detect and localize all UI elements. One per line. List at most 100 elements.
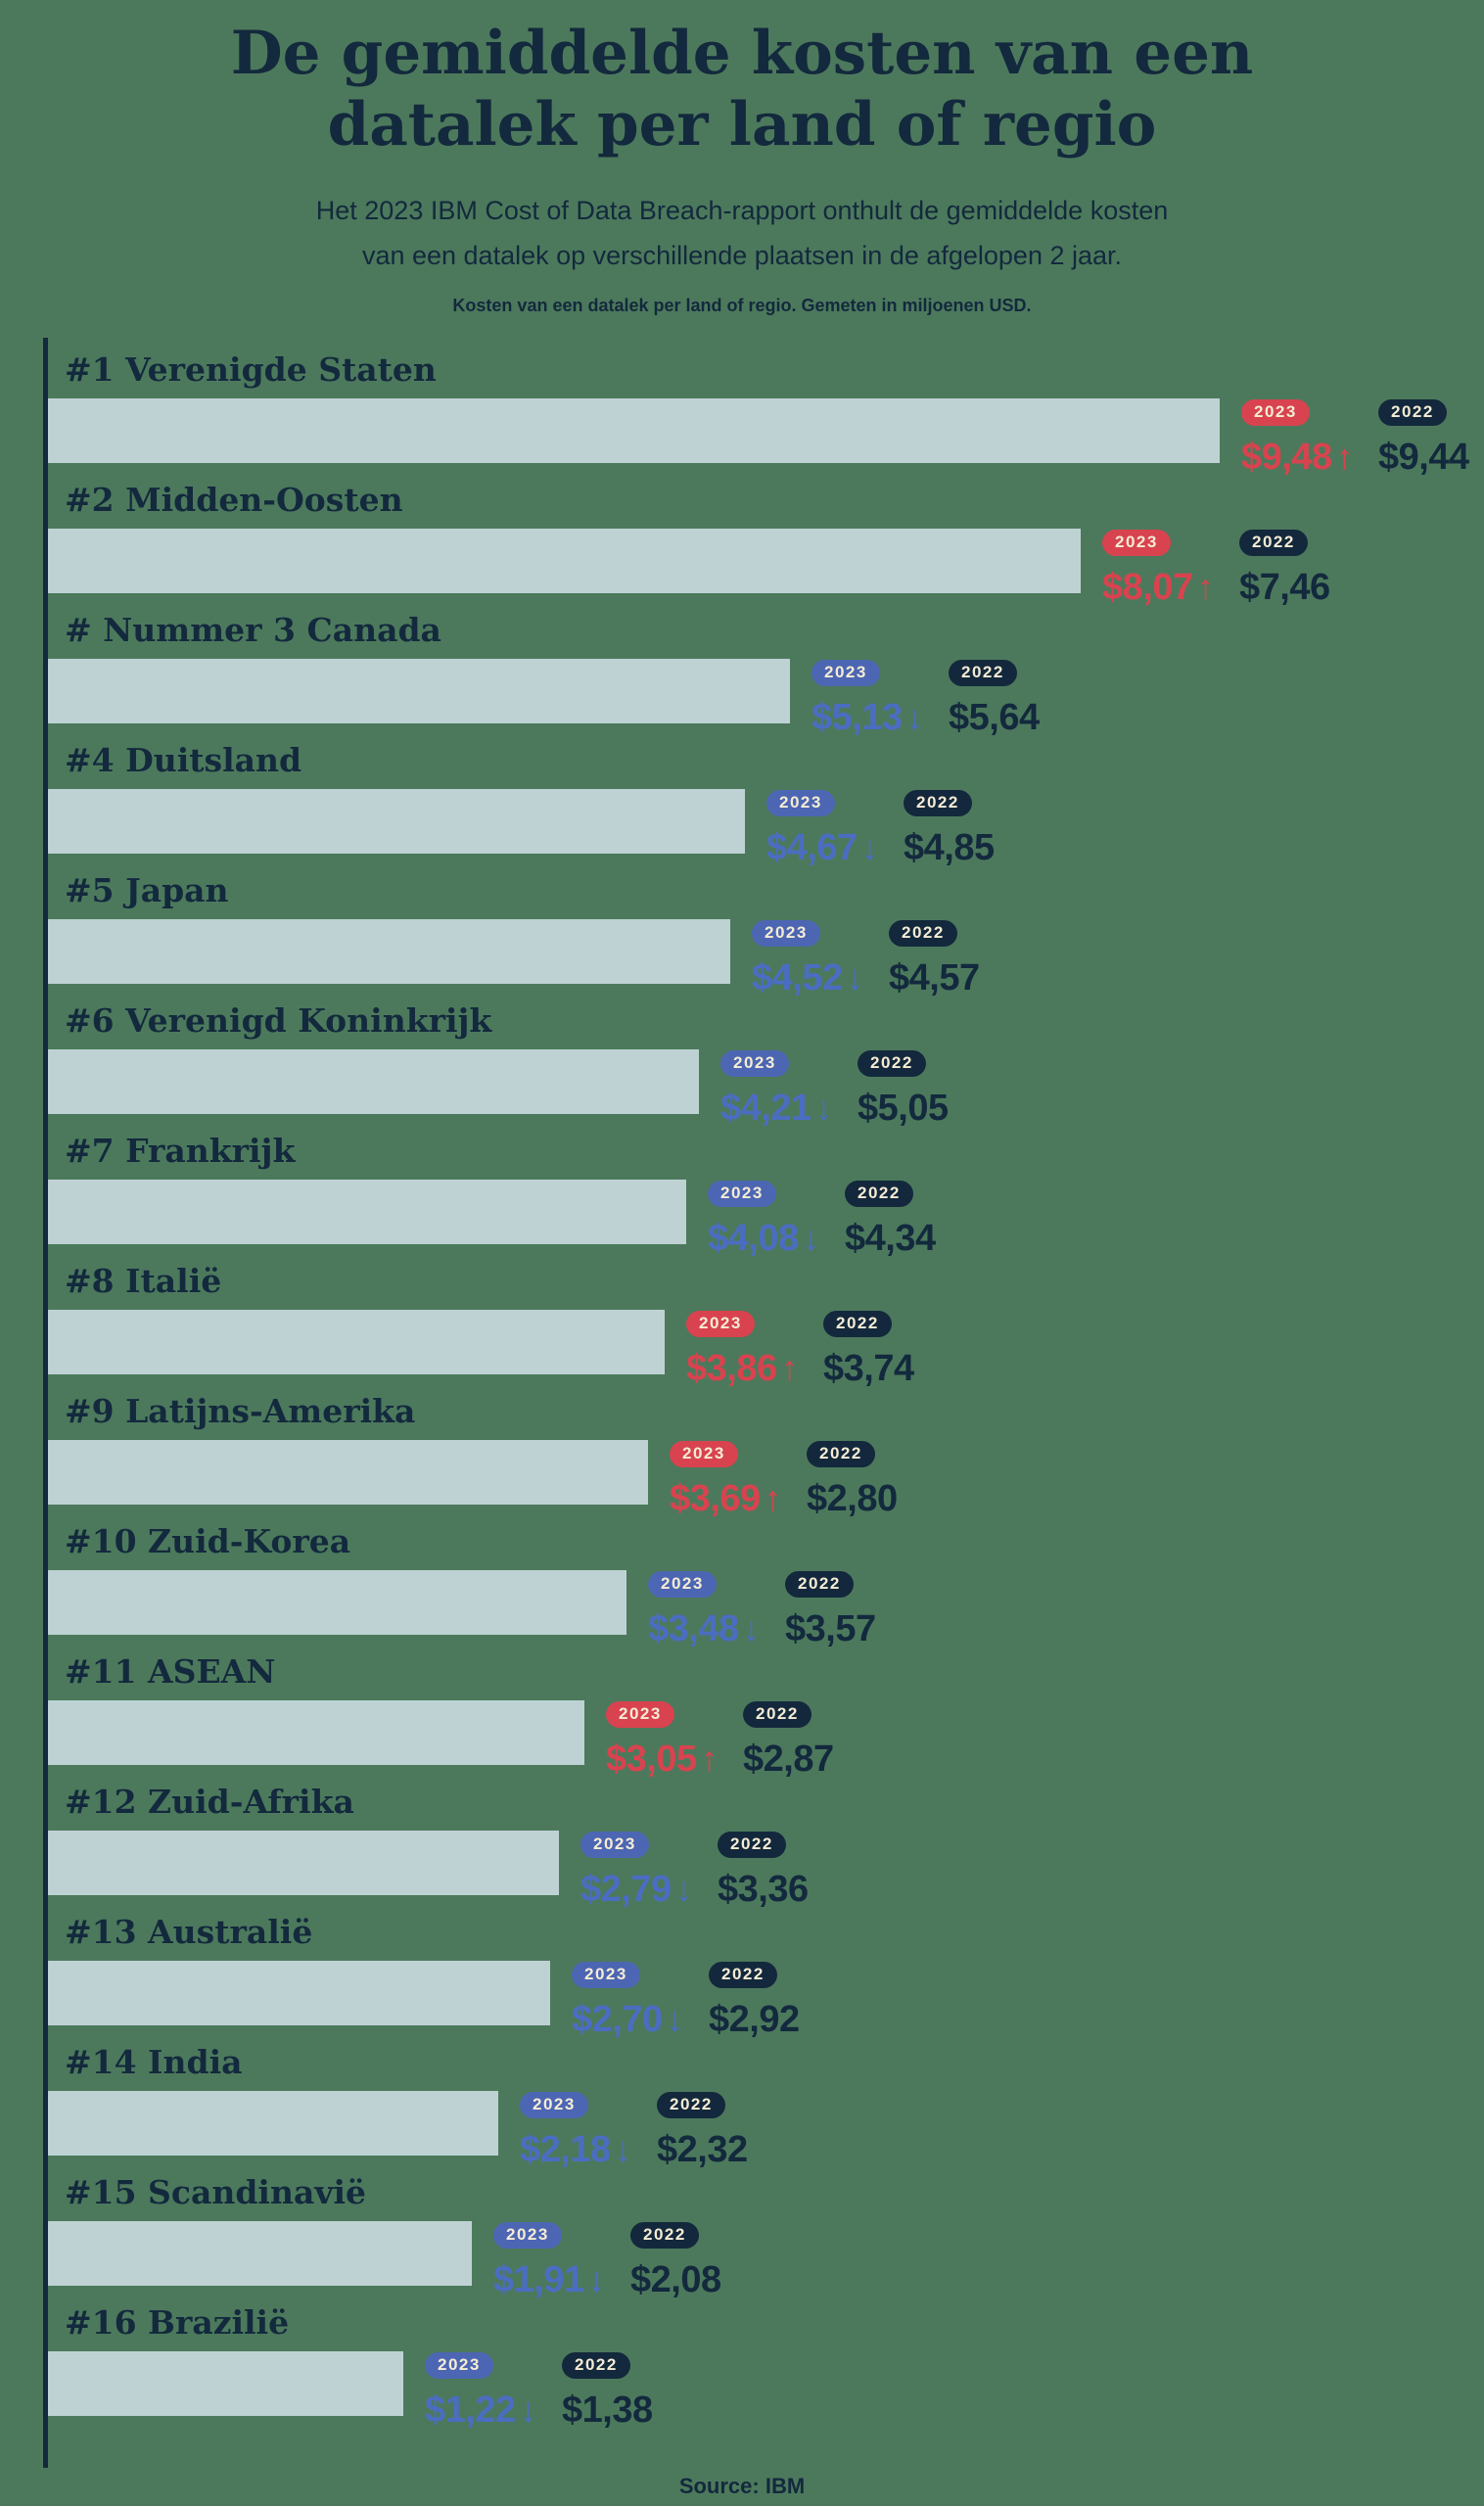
- chart-row: #13 Australië 2023 $2,70 ↓ 2022 $2,92: [48, 1900, 1484, 2040]
- year-badge-2022: 2022: [845, 1181, 913, 1207]
- chart-row: #7 Frankrijk 2023 $4,08 ↓ 2022 $4,34: [48, 1119, 1484, 1259]
- value-2022: $4,34: [845, 1218, 936, 1259]
- annotation-2023: 2023 $4,52 ↓: [752, 920, 889, 999]
- annotation-2023: 2023 $3,48 ↓: [648, 1571, 785, 1650]
- bar-annotations: 2023 $8,07 ↑ 2022 $7,46: [1102, 529, 1330, 609]
- bar-annotations: 2023 $3,69 ↑ 2022 $2,80: [670, 1440, 898, 1520]
- bar-line: 2023 $2,79 ↓ 2022 $3,36: [48, 1831, 1484, 1911]
- year-badge-2022: 2022: [562, 2352, 630, 2379]
- cost-bar-2023: [48, 1961, 550, 2025]
- year-badge-2022: 2022: [949, 660, 1017, 686]
- chart-row: # Nummer 3 Canada 2023 $5,13 ↓ 2022 $5,64: [48, 598, 1484, 738]
- annotation-2023: 2023 $4,08 ↓: [708, 1181, 845, 1260]
- bar-chart: #1 Verenigde Staten 2023 $9,48 ↑ 2022 $9,…: [43, 338, 1484, 2468]
- arrow-down-icon: ↓: [846, 957, 864, 998]
- year-badge-2022: 2022: [858, 1050, 926, 1077]
- value-2022: $2,87: [743, 1739, 834, 1780]
- bar-annotations: 2023 $4,08 ↓ 2022 $4,34: [708, 1180, 936, 1260]
- subtitle: Het 2023 IBM Cost of Data Breach-rapport…: [0, 188, 1484, 278]
- annotation-2022: 2022 $2,87: [743, 1701, 834, 1781]
- value-2022: $5,64: [949, 697, 1040, 738]
- arrow-up-icon: ↑: [764, 1478, 782, 1518]
- value-2023-number: $4,67: [766, 827, 858, 868]
- bar-annotations: 2023 $2,70 ↓ 2022 $2,92: [572, 1961, 800, 2041]
- country-label: #5 Japan: [65, 871, 229, 909]
- arrow-down-icon: ↓: [860, 827, 879, 867]
- annotation-2023: 2023 $8,07 ↑: [1102, 530, 1239, 609]
- country-label: #7 Frankrijk: [65, 1132, 296, 1170]
- value-2023: $5,13 ↓: [812, 697, 924, 739]
- value-2023-number: $3,69: [670, 1478, 761, 1519]
- bar-line: 2023 $1,91 ↓ 2022 $2,08: [48, 2221, 1484, 2301]
- value-2022: $3,57: [785, 1608, 876, 1649]
- chart-row: #9 Latijns-Amerika 2023 $3,69 ↑ 2022 $2,8…: [48, 1379, 1484, 1519]
- year-badge-2022: 2022: [823, 1311, 892, 1337]
- year-badge-2022: 2022: [785, 1571, 854, 1598]
- cost-bar-2023: [48, 2221, 472, 2286]
- bar-line: 2023 $2,70 ↓ 2022 $2,92: [48, 1961, 1484, 2041]
- source-note: Source: IBM: [678, 2474, 806, 2498]
- value-2023-number: $4,21: [720, 1088, 812, 1129]
- year-badge-2023: 2023: [606, 1701, 674, 1728]
- year-badge-2023: 2023: [720, 1050, 789, 1077]
- value-2023: $3,05 ↑: [606, 1739, 719, 1781]
- value-2023-number: $8,07: [1102, 567, 1193, 608]
- arrow-up-icon: ↑: [1196, 567, 1215, 607]
- bar-line: 2023 $3,86 ↑ 2022 $3,74: [48, 1310, 1484, 1390]
- annotation-2022: 2022 $4,85: [904, 790, 995, 869]
- annotation-2022: 2022 $9,44: [1378, 399, 1469, 479]
- value-2022: $1,38: [562, 2390, 653, 2431]
- year-badge-2022: 2022: [1239, 530, 1308, 556]
- year-badge-2022: 2022: [1378, 399, 1447, 426]
- annotation-2023: 2023 $5,13 ↓: [812, 660, 949, 739]
- chart-row: #4 Duitsland 2023 $4,67 ↓ 2022 $4,85: [48, 728, 1484, 868]
- bar-line: 2023 $8,07 ↑ 2022 $7,46: [48, 529, 1484, 609]
- annotation-2022: 2022 $4,34: [845, 1181, 936, 1260]
- annotation-2023: 2023 $4,67 ↓: [766, 790, 904, 869]
- chart-caption: Kosten van een datalek per land of regio…: [452, 296, 1032, 315]
- value-2022: $7,46: [1239, 567, 1330, 608]
- value-2023-number: $1,91: [493, 2259, 584, 2300]
- value-2023: $3,69 ↑: [670, 1478, 782, 1520]
- annotation-2022: 2022 $4,57: [889, 920, 980, 999]
- value-2022: $9,44: [1378, 437, 1469, 478]
- arrow-down-icon: ↓: [802, 1218, 820, 1258]
- value-2023-number: $4,52: [752, 957, 843, 998]
- value-2022: $5,05: [858, 1088, 949, 1129]
- bar-line: 2023 $2,18 ↓ 2022 $2,32: [48, 2091, 1484, 2171]
- bar-line: 2023 $4,67 ↓ 2022 $4,85: [48, 789, 1484, 869]
- value-2022: $2,92: [709, 1999, 800, 2040]
- chart-row: #1 Verenigde Staten 2023 $9,48 ↑ 2022 $9,…: [48, 338, 1484, 478]
- annotation-2023: 2023 $2,79 ↓: [580, 1832, 718, 1911]
- value-2023-number: $3,48: [648, 1608, 739, 1649]
- arrow-down-icon: ↓: [666, 1999, 684, 2039]
- annotation-2022: 2022 $3,74: [823, 1311, 914, 1390]
- bar-annotations: 2023 $4,21 ↓ 2022 $5,05: [720, 1049, 949, 1130]
- country-label: #10 Zuid-Korea: [65, 1522, 351, 1560]
- year-badge-2023: 2023: [580, 1832, 649, 1858]
- country-label: #2 Midden-Oosten: [65, 481, 403, 519]
- arrow-down-icon: ↓: [814, 1088, 833, 1128]
- annotation-2023: 2023 $3,05 ↑: [606, 1701, 743, 1781]
- country-label: #8 Italië: [65, 1262, 222, 1300]
- arrow-down-icon: ↓: [905, 697, 924, 737]
- cost-bar-2023: [48, 789, 745, 854]
- annotation-2022: 2022 $5,64: [949, 660, 1040, 739]
- bar-annotations: 2023 $1,91 ↓ 2022 $2,08: [493, 2221, 721, 2301]
- value-2023: $3,48 ↓: [648, 1608, 761, 1650]
- value-2022: $4,85: [904, 827, 995, 868]
- annotation-2022: 2022 $3,36: [718, 1832, 809, 1911]
- country-label: #4 Duitsland: [65, 741, 302, 779]
- year-badge-2022: 2022: [718, 1832, 786, 1858]
- annotation-2022: 2022 $2,80: [807, 1441, 898, 1520]
- bar-annotations: 2023 $5,13 ↓ 2022 $5,64: [812, 659, 1040, 739]
- cost-bar-2023: [48, 398, 1220, 463]
- bar-line: 2023 $4,08 ↓ 2022 $4,34: [48, 1180, 1484, 1260]
- page-title-line2: datalek per land of regio: [327, 90, 1157, 160]
- bar-annotations: 2023 $1,22 ↓ 2022 $1,38: [425, 2351, 653, 2432]
- bar-line: 2023 $9,48 ↑ 2022 $9,44: [48, 398, 1484, 479]
- chart-row: #6 Verenigd Koninkrijk 2023 $4,21 ↓ 2022 …: [48, 989, 1484, 1129]
- value-2022: $3,36: [718, 1869, 809, 1910]
- bar-annotations: 2023 $4,52 ↓ 2022 $4,57: [752, 919, 980, 999]
